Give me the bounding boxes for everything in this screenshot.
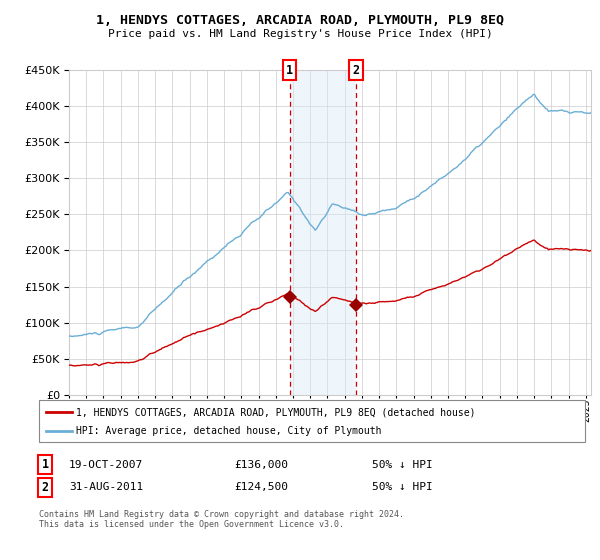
Text: £136,000: £136,000 <box>234 460 288 470</box>
Text: 1: 1 <box>41 458 49 472</box>
Text: 1: 1 <box>286 63 293 77</box>
Text: 2: 2 <box>41 480 49 494</box>
Text: 2: 2 <box>353 63 360 77</box>
Text: HPI: Average price, detached house, City of Plymouth: HPI: Average price, detached house, City… <box>76 426 382 436</box>
Bar <box>290 70 356 395</box>
Text: 50% ↓ HPI: 50% ↓ HPI <box>372 482 433 492</box>
Text: Price paid vs. HM Land Registry's House Price Index (HPI): Price paid vs. HM Land Registry's House … <box>107 29 493 39</box>
Text: 1, HENDYS COTTAGES, ARCADIA ROAD, PLYMOUTH, PL9 8EQ: 1, HENDYS COTTAGES, ARCADIA ROAD, PLYMOU… <box>96 14 504 27</box>
Text: 1, HENDYS COTTAGES, ARCADIA ROAD, PLYMOUTH, PL9 8EQ (detached house): 1, HENDYS COTTAGES, ARCADIA ROAD, PLYMOU… <box>76 407 476 417</box>
Text: 31-AUG-2011: 31-AUG-2011 <box>69 482 143 492</box>
Text: Contains HM Land Registry data © Crown copyright and database right 2024.
This d: Contains HM Land Registry data © Crown c… <box>39 510 404 529</box>
Text: 19-OCT-2007: 19-OCT-2007 <box>69 460 143 470</box>
Text: 50% ↓ HPI: 50% ↓ HPI <box>372 460 433 470</box>
Text: £124,500: £124,500 <box>234 482 288 492</box>
